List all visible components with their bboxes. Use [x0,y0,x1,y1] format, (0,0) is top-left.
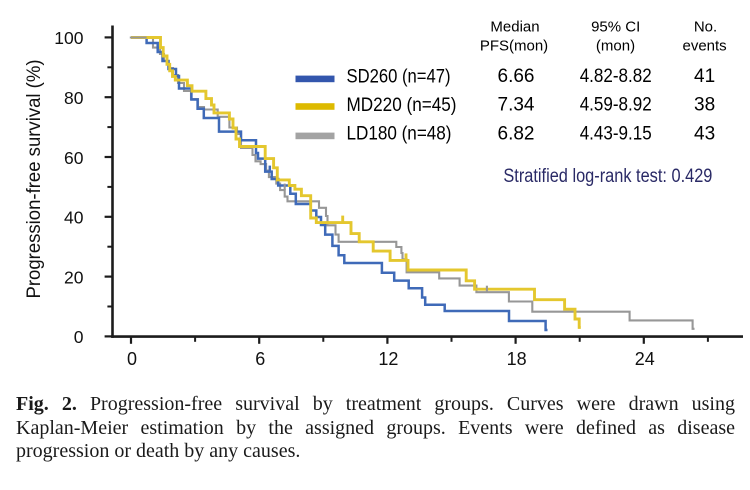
svg-text:18: 18 [507,349,527,369]
svg-text:0: 0 [74,327,84,347]
svg-text:95% CI: 95% CI [591,18,640,35]
svg-text:12: 12 [378,349,398,369]
svg-text:100: 100 [54,28,83,48]
svg-text:40: 40 [64,208,84,228]
svg-text:4.59-8.92: 4.59-8.92 [580,95,652,116]
svg-text:6.66: 6.66 [498,66,535,87]
svg-text:7.34: 7.34 [498,95,535,116]
svg-text:(mon): (mon) [596,37,635,54]
svg-text:4.82-8.82: 4.82-8.82 [580,66,652,87]
svg-text:4.43-9.15: 4.43-9.15 [580,123,652,144]
svg-text:41: 41 [694,66,715,87]
svg-text:38: 38 [694,95,715,116]
svg-text:6.82: 6.82 [498,123,535,144]
svg-text:SD260 (n=47): SD260 (n=47) [347,66,451,87]
svg-text:Progression-free survival (%): Progression-free survival (%) [24,60,45,299]
svg-text:80: 80 [64,88,84,108]
svg-text:24: 24 [635,349,655,369]
svg-text:events: events [682,37,726,54]
svg-text:PFS(mon): PFS(mon) [480,37,548,54]
svg-text:No.: No. [694,18,717,35]
svg-text:60: 60 [64,148,84,168]
svg-text:20: 20 [64,267,84,287]
svg-text:Median: Median [490,18,539,35]
svg-text:LD180 (n=48): LD180 (n=48) [347,123,452,144]
svg-text:6: 6 [255,349,265,369]
svg-text:MD220 (n=45): MD220 (n=45) [347,95,457,116]
svg-text:0: 0 [127,349,137,369]
svg-text:43: 43 [694,123,715,144]
svg-text:Stratified log-rank test: 0.42: Stratified log-rank test: 0.429 [503,166,712,187]
